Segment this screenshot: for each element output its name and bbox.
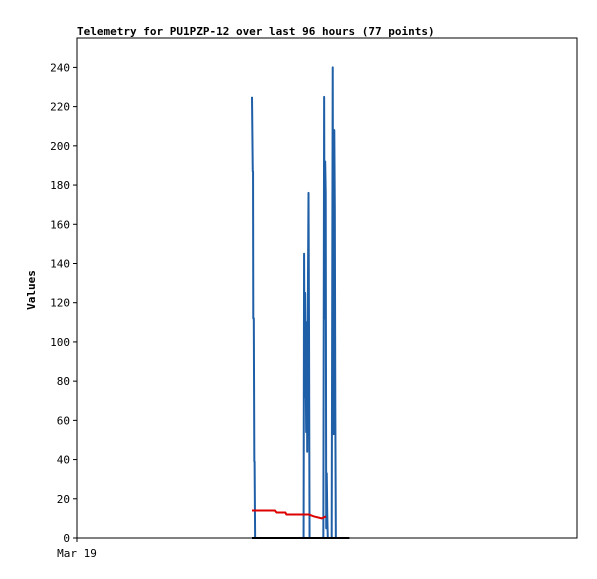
y-tick-label: 200 [50, 140, 70, 153]
y-tick-label: 100 [50, 336, 70, 349]
y-tick-label: 20 [57, 493, 70, 506]
y-tick-label: 160 [50, 218, 70, 231]
y-tick-label: 0 [63, 532, 70, 545]
y-tick-label: 80 [57, 375, 70, 388]
series-layer [251, 66, 350, 539]
y-tick-label: 120 [50, 297, 70, 310]
series-line-1 [251, 66, 337, 539]
x-axis: Mar 19 [57, 538, 97, 560]
y-tick-label: 60 [57, 414, 70, 427]
chart-title: Telemetry for PU1PZP-12 over last 96 hou… [77, 25, 435, 38]
x-tick-label: Mar 19 [57, 547, 97, 560]
y-tick-label: 220 [50, 101, 70, 114]
y-tick-label: 180 [50, 179, 70, 192]
y-tick-label: 240 [50, 61, 70, 74]
y-tick-label: 40 [57, 454, 70, 467]
series-line-2 [252, 509, 327, 520]
y-axis-label: Values [25, 270, 38, 310]
y-tick-label: 140 [50, 257, 70, 270]
y-axis: 0 20 40 60 80 100 120 140 160 180 200 220 240 [50, 61, 77, 545]
